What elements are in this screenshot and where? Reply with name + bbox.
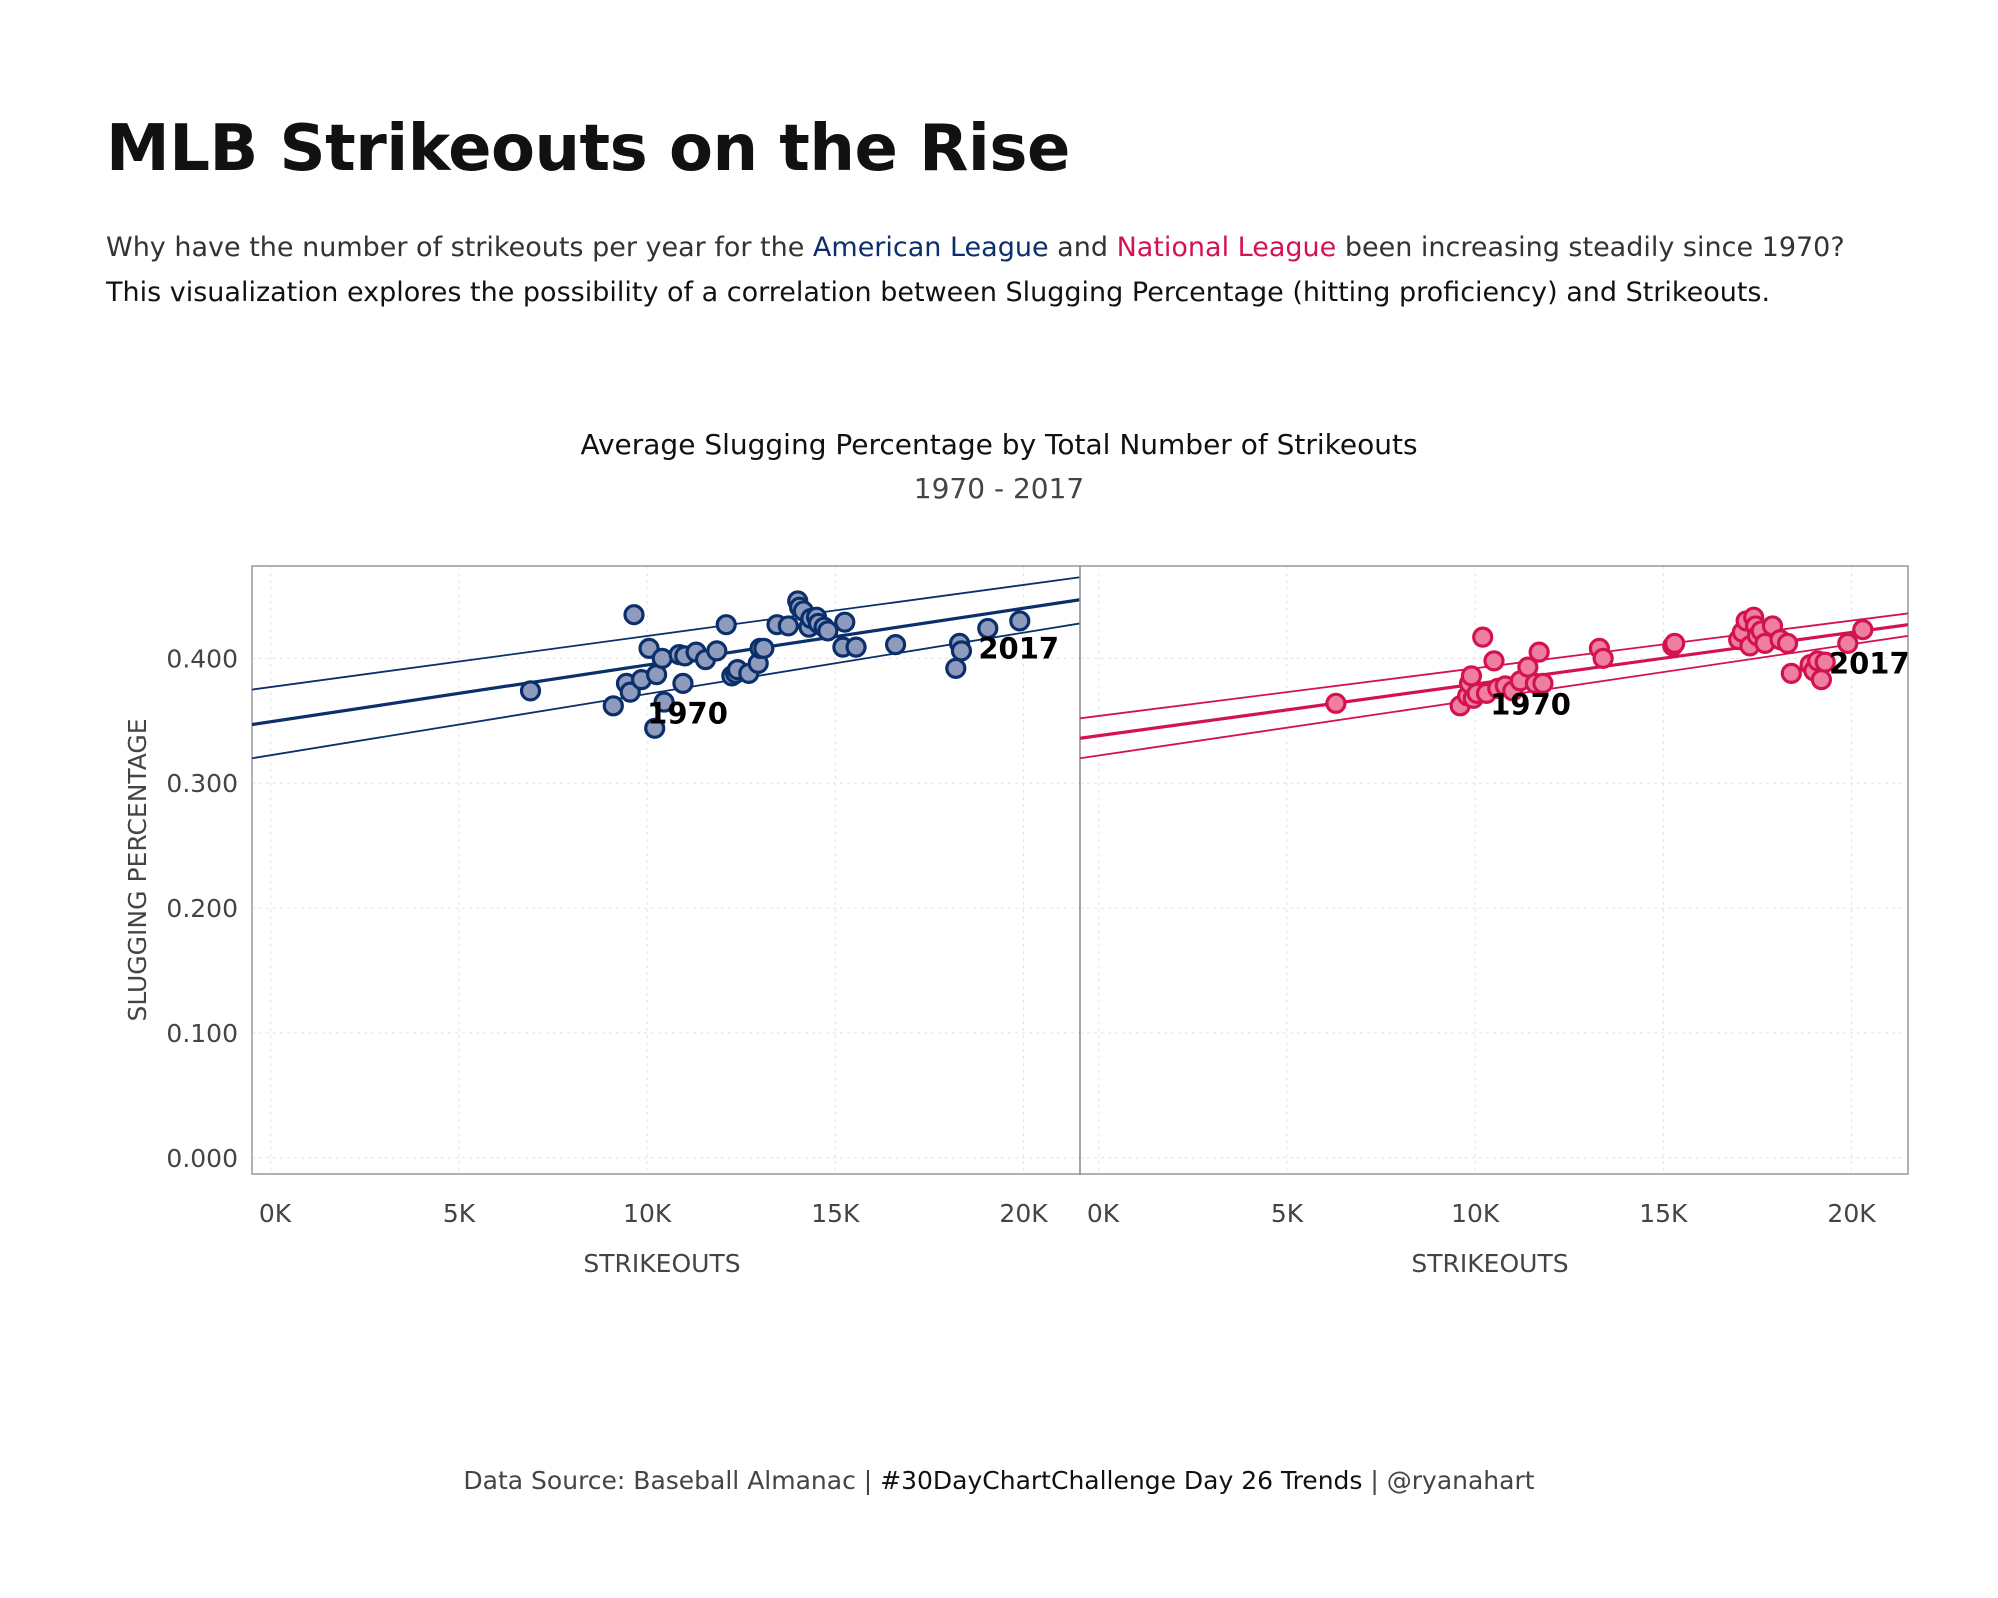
data-point (1472, 626, 1494, 648)
data-point (644, 717, 666, 739)
data-point (653, 691, 675, 713)
data-point (1852, 619, 1874, 641)
subtitle-post: been increasing steadily since 1970? (1336, 232, 1845, 263)
data-point (1814, 651, 1836, 673)
data-point (884, 634, 907, 656)
data-point (1592, 647, 1614, 669)
x-axis-title: STRIKEOUTS (583, 1249, 740, 1278)
data-point (1776, 632, 1799, 655)
data-point (817, 620, 839, 642)
data-point (1325, 692, 1347, 714)
year-label: 2017 (1829, 646, 1910, 680)
national-league-label: National League (1116, 232, 1337, 263)
data-point (706, 640, 728, 662)
chart-title: Average Slugging Percentage by Total Num… (580, 428, 1418, 461)
footer: Data Source: Baseball Almanac | #30DayCh… (0, 1466, 1998, 1495)
page-title: MLB Strikeouts on the Rise (106, 112, 1070, 186)
data-point (1528, 641, 1550, 663)
data-point (950, 640, 973, 662)
data-point (651, 647, 673, 669)
data-point (519, 680, 542, 702)
data-point (845, 636, 867, 658)
subtitle-mid: and (1048, 232, 1117, 263)
footer-author: | @ryanahart (1362, 1466, 1535, 1495)
data-point (672, 672, 694, 694)
footer-challenge: #30DayChartChallenge Day 26 Trends (880, 1466, 1363, 1495)
y-tick-label: 0.100 (166, 1019, 238, 1048)
data-point (1780, 662, 1802, 684)
data-point (834, 611, 856, 633)
footer-source: Data Source: Baseball Almanac | (463, 1466, 881, 1495)
x-tick-label: 10K (1451, 1199, 1500, 1228)
data-point (1460, 665, 1483, 687)
x-tick-label: 15K (1639, 1199, 1688, 1228)
data-point (1837, 632, 1859, 655)
data-point (1532, 672, 1554, 694)
x-tick-label: 10K (623, 1199, 672, 1228)
data-point (1810, 669, 1833, 691)
x-tick-label: 20K (1827, 1199, 1876, 1228)
x-tick-label: 15K (811, 1199, 860, 1228)
chart-subtitle: 1970 - 2017 (913, 472, 1085, 505)
y-tick-label: 0.000 (166, 1144, 238, 1173)
data-point (1483, 650, 1505, 672)
x-axis-title: STRIKEOUTS (1411, 1249, 1568, 1278)
american-league-label: American League (812, 232, 1049, 263)
subtitle-question: Why have the number of strikeouts per ye… (106, 232, 1845, 263)
data-point (1009, 610, 1031, 632)
confidence-lower-line (252, 622, 1080, 760)
y-tick-label: 0.200 (166, 894, 238, 923)
data-point (753, 637, 775, 659)
scatter-chart: 1970 2017 0K 5K 10K 15K 20K STRIKEOUTS 1970 2017 0… (123, 565, 1910, 1278)
x-tick-label: 0K (259, 1199, 292, 1228)
data-point (945, 657, 967, 679)
subtitle-explanation: This visualization explores the possibil… (106, 277, 1771, 308)
year-label: 2017 (978, 631, 1059, 665)
panel-frame (1079, 565, 1909, 1175)
data-point (602, 695, 624, 717)
year-label: 1970 (1490, 688, 1571, 722)
data-point (1664, 632, 1686, 655)
data-point (977, 617, 999, 640)
y-tick-label: 0.400 (166, 644, 238, 673)
x-tick-label: 20K (999, 1199, 1048, 1228)
x-tick-label: 5K (443, 1199, 476, 1228)
data-point (777, 615, 799, 637)
confidence-upper-line (252, 576, 1080, 691)
x-tick-label: 5K (1271, 1199, 1304, 1228)
data-point (623, 604, 645, 626)
data-point (715, 614, 737, 636)
subtitle-pre: Why have the number of strikeouts per ye… (106, 232, 813, 263)
y-tick-label: 0.300 (166, 769, 238, 798)
y-axis-title: SLUGGING PERCENTAGE (123, 718, 152, 1021)
x-tick-label: 0K (1087, 1199, 1120, 1228)
year-label: 1970 (647, 696, 728, 730)
